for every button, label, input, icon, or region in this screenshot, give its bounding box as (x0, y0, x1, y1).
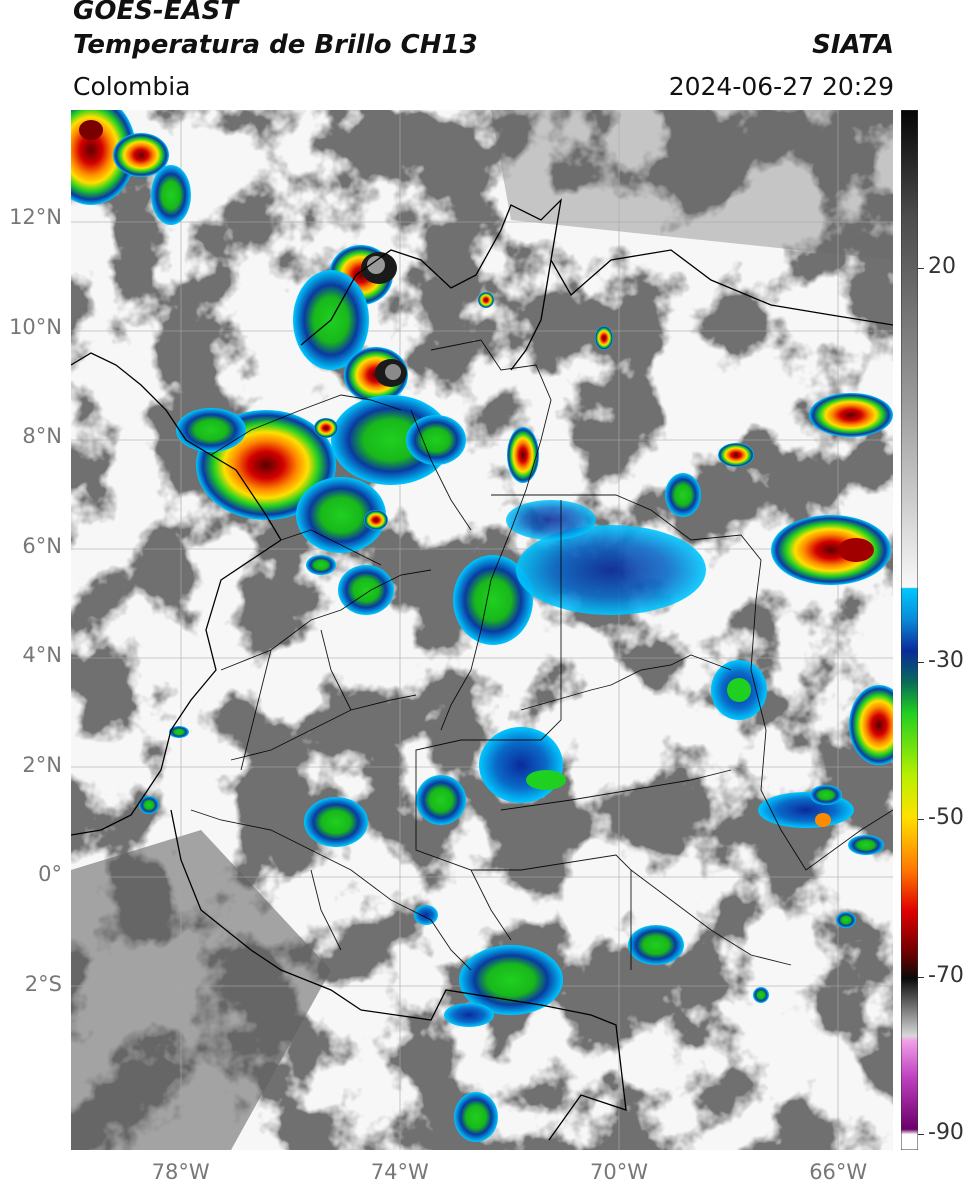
colorbar-tick-label: 20 (928, 253, 956, 279)
colorbar-tick-label: -50 (928, 805, 964, 831)
latitude-tick-label: 8°N (22, 424, 62, 449)
longitude-tick-label: 66°W (809, 1160, 868, 1184)
colorbar-tick-label: -90 (928, 1120, 964, 1146)
colorbar-tick-mark (918, 819, 924, 821)
longitude-tick-label: 78°W (151, 1160, 210, 1184)
timestamp: 2024-06-27 20:29 (668, 72, 894, 101)
product-title: Temperatura de Brillo CH13 (73, 30, 478, 60)
brand-label: SIATA (812, 30, 894, 60)
latitude-tick-label: 6°N (22, 533, 62, 558)
colorbar-tick-mark (918, 661, 924, 663)
longitude-tick-label: 70°W (590, 1160, 648, 1184)
latitude-tick-label: 2°S (24, 971, 62, 996)
colorbar-tick-mark (918, 267, 924, 269)
longitude-tick-label: 74°W (370, 1160, 429, 1184)
colorbar-tick-mark (918, 976, 924, 978)
latitude-tick-label: 12°N (9, 205, 62, 230)
colorbar (901, 110, 918, 1150)
colorbar-tick-label: -30 (928, 647, 964, 673)
colorbar-tick-mark (918, 1134, 924, 1136)
latitude-tick-label: 10°N (9, 314, 62, 339)
latitude-tick-label: 0° (38, 862, 62, 887)
satellite-title: GOES-EAST (73, 0, 239, 26)
latitude-tick-label: 4°N (22, 643, 62, 668)
region-label: Colombia (73, 72, 191, 101)
satellite-map (71, 110, 893, 1150)
latitude-tick-label: 2°N (22, 752, 62, 777)
colorbar-tick-label: -70 (928, 962, 964, 988)
